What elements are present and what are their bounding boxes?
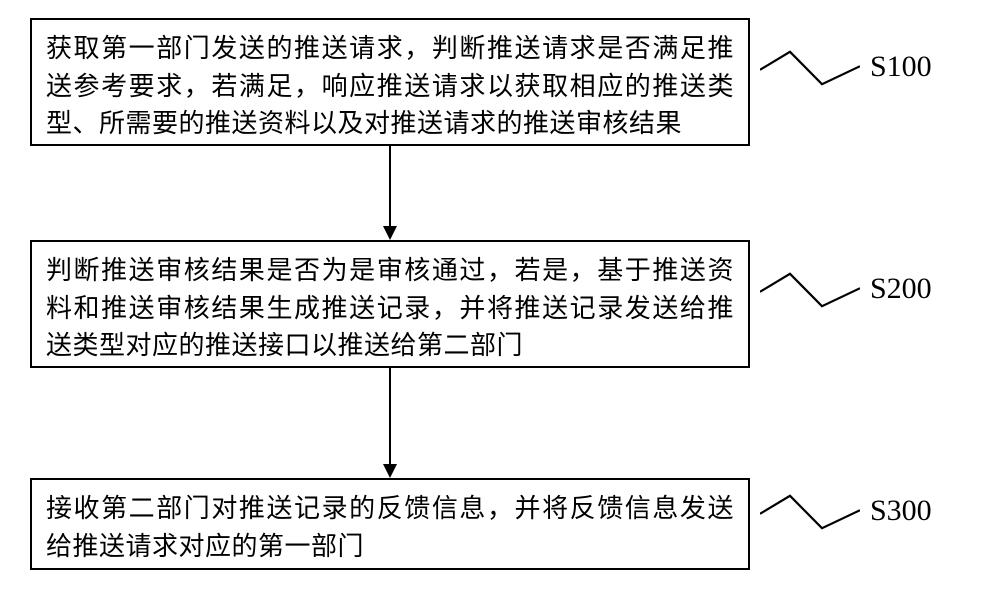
zigzag-s100 (760, 50, 860, 86)
flow-node-s100: 获取第一部门发送的推送请求，判断推送请求是否满足推送参考要求，若满足，响应推送请… (30, 18, 750, 146)
step-label-s300: S300 (870, 494, 932, 528)
flow-node-s200: 判断推送审核结果是否为是审核通过，若是，基于推送资料和推送审核结果生成推送记录，… (30, 240, 750, 368)
arrow-head-0 (383, 226, 397, 240)
flow-node-s300: 接收第二部门对推送记录的反馈信息，并将反馈信息发送给推送请求对应的第一部门 (30, 478, 750, 570)
arrow-line-0 (389, 146, 391, 226)
arrow-line-1 (389, 368, 391, 464)
arrow-head-1 (383, 464, 397, 478)
zigzag-s200 (760, 272, 860, 308)
step-label-s200: S200 (870, 272, 932, 306)
flowchart-canvas: 获取第一部门发送的推送请求，判断推送请求是否满足推送参考要求，若满足，响应推送请… (0, 0, 1000, 608)
zigzag-s300 (760, 494, 860, 530)
step-label-s100: S100 (870, 50, 932, 84)
